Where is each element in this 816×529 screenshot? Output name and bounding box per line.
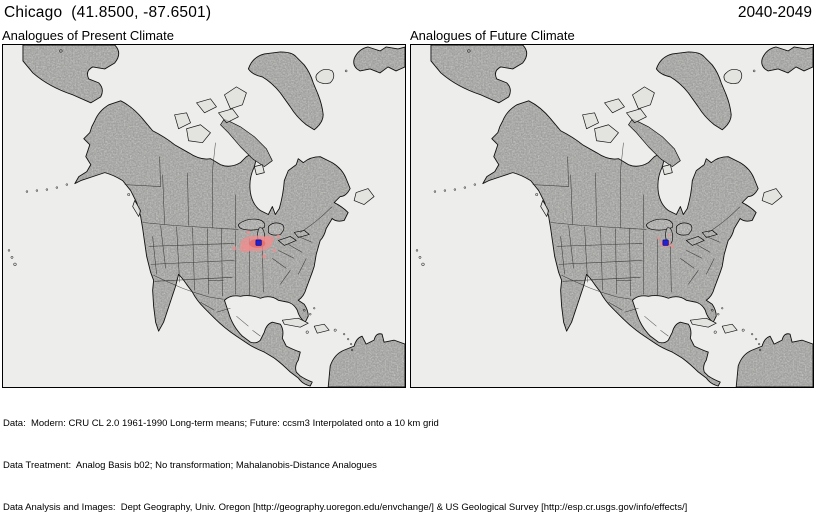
panel-title-future: Analogues of Future Climate	[410, 28, 575, 43]
target-location-marker	[662, 239, 669, 246]
caption-credits: Data Analysis and Images: Dept Geography…	[3, 502, 688, 513]
page-title: Chicago (41.8500, -87.6501)	[4, 4, 212, 21]
map-future-climate	[410, 44, 814, 388]
north-america-map	[3, 45, 405, 387]
north-america-map	[411, 45, 813, 387]
caption-data-treatment: Data Treatment: Analog Basis b02; No tra…	[3, 460, 377, 471]
caption-data-sources: Data: Modern: CRU CL 2.0 1961-1990 Long-…	[3, 418, 439, 429]
map-present-climate	[2, 44, 406, 388]
panel-title-present: Analogues of Present Climate	[2, 28, 174, 43]
target-location-marker	[255, 239, 262, 246]
period-label: 2040-2049	[737, 4, 812, 21]
caption-block: Data: Modern: CRU CL 2.0 1961-1990 Long-…	[3, 389, 687, 529]
